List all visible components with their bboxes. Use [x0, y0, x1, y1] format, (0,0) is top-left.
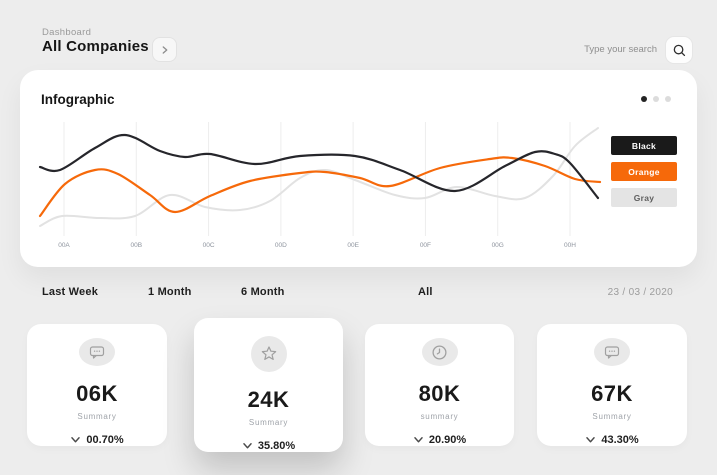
search-icon [672, 43, 687, 58]
stat-value: 80K [418, 381, 461, 406]
stat-label: summary [420, 412, 459, 421]
stat-icon-circle [250, 336, 287, 372]
stat-card[interactable]: 06K Summary 00.70% [27, 324, 167, 446]
stat-delta: 35.80% [242, 440, 295, 452]
svg-text:00F: 00F [420, 242, 431, 249]
stat-label: Summary [592, 412, 632, 421]
breadcrumb: Dashboard [42, 27, 92, 38]
stat-delta: 00.70% [70, 434, 124, 446]
svg-text:00B: 00B [130, 242, 142, 249]
date-label: 23 / 03 / 2020 [607, 287, 673, 298]
legend-button-black[interactable]: Black [611, 136, 677, 155]
infographic-title: Infographic [41, 92, 115, 107]
svg-text:00H: 00H [564, 242, 576, 249]
filter-all[interactable]: All [418, 286, 433, 298]
search-button[interactable] [665, 36, 693, 64]
infographic-chart: 00A 00B 00C 00D 00E 00F 00G 00H [38, 122, 602, 249]
svg-text:00D: 00D [275, 242, 287, 249]
stat-delta: 43.30% [585, 434, 639, 446]
stat-delta-value: 00.70% [86, 434, 124, 446]
filter-last-week[interactable]: Last Week [42, 286, 99, 298]
stat-delta-value: 43.30% [601, 434, 639, 446]
filter-6-month[interactable]: 6 Month [241, 286, 285, 298]
svg-text:00E: 00E [347, 242, 359, 249]
carousel-dot[interactable] [653, 96, 659, 102]
stat-value: 06K [76, 381, 118, 406]
chart-legend: Black Orange Gray [611, 136, 677, 214]
page-title: All Companies [42, 38, 149, 55]
stat-icon-circle [421, 338, 458, 366]
stat-delta-value: 35.80% [257, 440, 296, 452]
stat-icon-circle [79, 338, 115, 366]
message-icon [603, 344, 621, 361]
stat-card[interactable]: 24K Summary 35.80% [194, 318, 343, 452]
chevron-down-icon [70, 436, 81, 444]
legend-button-orange[interactable]: Orange [611, 162, 677, 181]
stat-card[interactable]: 80K summary 20.90% [365, 324, 514, 446]
stat-label: Summary [77, 412, 117, 421]
stat-delta: 20.90% [413, 434, 466, 446]
infographic-card: Infographic 00A 00B 00C 00D 00E 00F 00G 00H Bla… [20, 70, 697, 267]
stat-label: Summary [248, 418, 289, 427]
stat-icon-circle [594, 338, 630, 366]
chevron-down-icon [585, 436, 596, 444]
carousel-dots [641, 96, 671, 102]
carousel-dot[interactable] [665, 96, 671, 102]
svg-text:00A: 00A [58, 242, 70, 249]
stat-delta-value: 20.90% [428, 434, 467, 446]
legend-button-gray[interactable]: Gray [611, 188, 677, 207]
chevron-right-icon [159, 44, 171, 56]
carousel-dot-active[interactable] [641, 96, 647, 102]
search-input[interactable] [527, 40, 657, 58]
time-filter-row: Last Week 1 Month 6 Month All 23 / 03 / … [0, 286, 717, 302]
stat-value: 24K [247, 387, 290, 412]
star-icon [260, 345, 278, 363]
stat-card[interactable]: 67K Summary 43.30% [537, 324, 687, 446]
svg-text:00C: 00C [203, 242, 215, 249]
svg-text:00G: 00G [492, 242, 504, 249]
stat-value: 67K [591, 381, 633, 406]
expand-button[interactable] [152, 37, 177, 62]
chevron-down-icon [413, 436, 424, 444]
chevron-down-icon [242, 442, 253, 450]
message-icon [88, 344, 106, 361]
clock-icon [431, 344, 448, 361]
filter-1-month[interactable]: 1 Month [148, 286, 192, 298]
